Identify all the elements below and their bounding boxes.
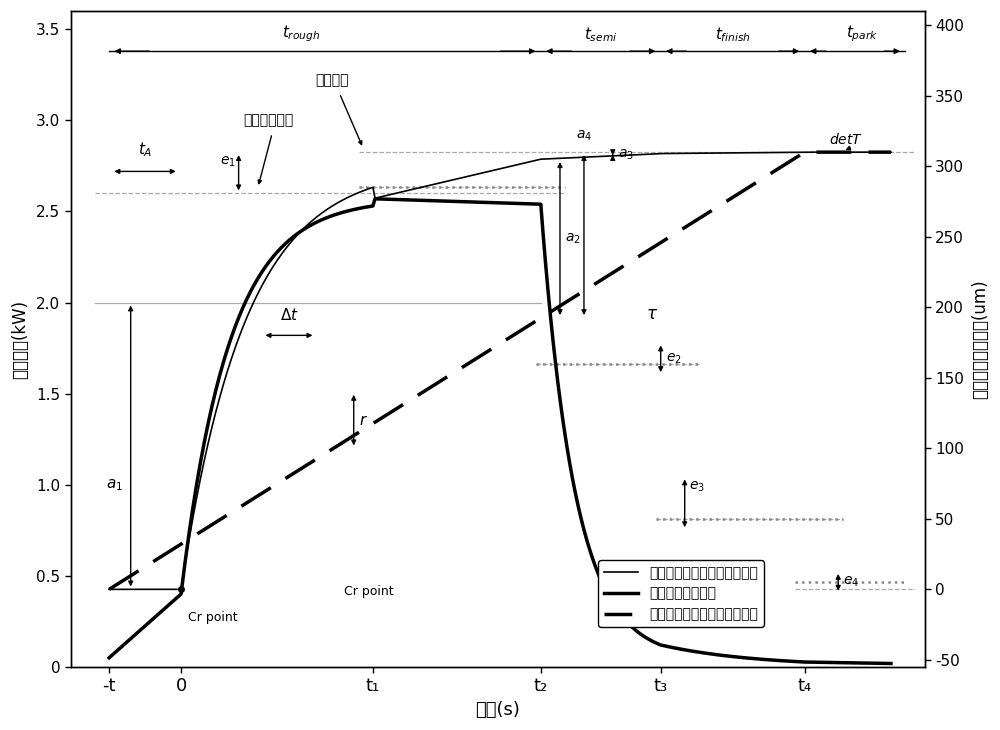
Text: 目标尺寸: 目标尺寸 [315, 74, 349, 88]
Text: 最大磨削功率: 最大磨削功率 [243, 114, 294, 128]
Text: $a_1$: $a_1$ [106, 477, 123, 493]
Text: $r$: $r$ [359, 412, 369, 428]
Text: $t_{finish}$: $t_{finish}$ [715, 26, 751, 44]
Text: Cr point: Cr point [188, 611, 238, 624]
Text: $a_4$: $a_4$ [576, 128, 592, 143]
Text: $t_{rough}$: $t_{rough}$ [282, 23, 320, 44]
X-axis label: 时间(s): 时间(s) [475, 701, 520, 719]
Text: $a_3$: $a_3$ [618, 148, 633, 162]
Text: $\Delta t$: $\Delta t$ [280, 307, 298, 323]
Text: $e_3$: $e_3$ [689, 480, 705, 494]
Text: $e_2$: $e_2$ [666, 352, 681, 366]
Text: $e_1$: $e_1$ [220, 155, 236, 169]
Y-axis label: 磨削工件尺寸变化(um): 磨削工件尺寸变化(um) [971, 279, 989, 399]
Text: Cr point: Cr point [344, 585, 394, 598]
Y-axis label: 功率曲线(kW): 功率曲线(kW) [11, 299, 29, 379]
Text: $e_4$: $e_4$ [843, 575, 859, 590]
Text: $t_A$: $t_A$ [138, 140, 152, 158]
Text: $\tau$: $\tau$ [646, 305, 658, 323]
Text: $detT$: $detT$ [829, 131, 863, 147]
Text: $a_2$: $a_2$ [565, 231, 580, 246]
Text: $t_{semi}$: $t_{semi}$ [584, 26, 617, 44]
Text: $t_{park}$: $t_{park}$ [846, 23, 878, 44]
Legend: 理论预测磨削工件尺寸变化量, 理论预测功率曲线, 程序设定磨削工件尺寸变化量: 理论预测磨削工件尺寸变化量, 理论预测功率曲线, 程序设定磨削工件尺寸变化量 [598, 560, 764, 627]
